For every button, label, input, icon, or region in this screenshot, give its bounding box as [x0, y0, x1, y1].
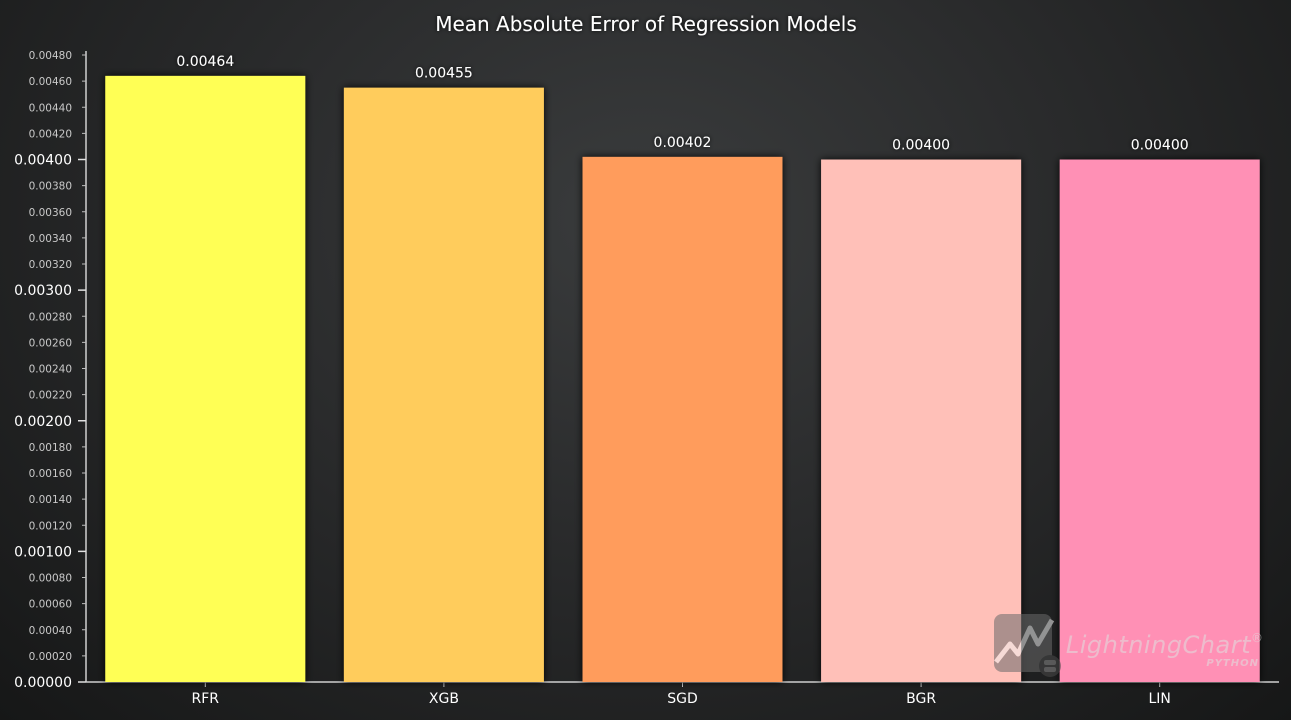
bar-lin	[1059, 159, 1260, 682]
data-label: 0.00400	[1131, 138, 1189, 154]
watermark-text: LightningChart® PYTHON	[1065, 631, 1263, 669]
watermark-registered: ®	[1251, 631, 1263, 645]
y-tick-label: 0.00240	[29, 364, 72, 376]
chart-title: Mean Absolute Error of Regression Models	[435, 12, 857, 36]
lightningchart-logo-icon	[993, 614, 1061, 677]
bar-sgd	[582, 156, 783, 682]
bar-rfr	[105, 75, 306, 682]
y-tick-label: 0.00340	[29, 233, 72, 245]
y-tick-label: 0.00360	[29, 207, 72, 219]
x-axis: RFR XGB SGD BGR LIN	[86, 681, 1279, 707]
y-tick-label: 0.00120	[29, 520, 72, 532]
y-tick-label: 0.00040	[29, 625, 72, 637]
y-tick-label: 0.00080	[29, 573, 72, 585]
y-tick-label: 0.00180	[29, 442, 72, 454]
y-tick-label: 0.00300	[14, 283, 72, 299]
y-tick-label: 0.00200	[14, 414, 72, 430]
bar-bgr	[821, 159, 1022, 682]
y-tick-label: 0.00380	[29, 181, 72, 193]
y-tick-label: 0.00260	[29, 337, 72, 349]
data-label: 0.00400	[892, 138, 950, 154]
y-tick-label: 0.00280	[29, 311, 72, 323]
x-tick-label: BGR	[906, 691, 936, 707]
data-label: 0.00402	[654, 135, 712, 151]
bars: 0.00464 0.00455 0.00402 0.00400 0.00400	[105, 54, 1260, 682]
y-tick-label: 0.00060	[29, 599, 72, 611]
x-tick-label: RFR	[192, 691, 220, 707]
y-axis: 0.00000 0.00100 0.00200 0.00300 0.00400 0.000…	[14, 50, 87, 691]
y-tick-label: 0.00000	[14, 675, 72, 691]
y-tick-label: 0.00140	[29, 494, 72, 506]
y-tick-label: 0.00160	[29, 468, 72, 480]
y-tick-label: 0.00320	[29, 259, 72, 271]
y-tick-label: 0.00440	[29, 102, 72, 114]
y-tick-label: 0.00480	[29, 50, 72, 62]
data-label: 0.00464	[176, 54, 234, 70]
data-label: 0.00455	[415, 66, 473, 82]
y-tick-label: 0.00400	[14, 153, 72, 169]
x-tick-label: XGB	[429, 691, 459, 707]
watermark-sub: PYTHON	[1206, 658, 1259, 669]
x-tick-label: SGD	[667, 691, 698, 707]
y-tick-label: 0.00100	[14, 544, 72, 560]
watermark-brand: LightningChart	[1065, 631, 1251, 659]
y-tick-label: 0.00460	[29, 76, 72, 88]
y-tick-label: 0.00020	[29, 651, 72, 663]
y-tick-label: 0.00420	[29, 128, 72, 140]
watermark: LightningChart® PYTHON	[988, 610, 1263, 680]
x-tick-label: LIN	[1148, 691, 1170, 707]
y-tick-label: 0.00220	[29, 390, 72, 402]
bar-xgb	[343, 87, 544, 682]
